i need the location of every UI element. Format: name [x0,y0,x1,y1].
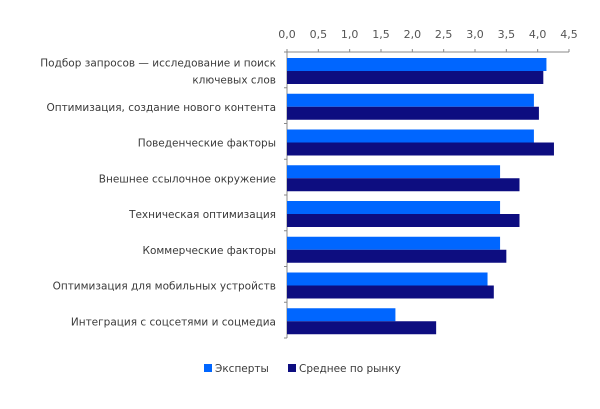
bar-experts [287,93,534,107]
bar-experts [287,236,501,250]
x-tick-label: 3,0 [466,28,484,41]
bar-market [287,285,494,299]
x-tick-label: 4,0 [529,28,547,41]
category-label: Поведенческие факторы [138,138,276,150]
category-label: Коммерческие факторы [143,245,277,257]
bar-experts [287,272,488,286]
bar-experts [287,165,501,179]
bar-experts [287,129,534,143]
legend-label: Эксперты [215,363,269,375]
legend-swatch [204,364,212,372]
category-label: Подбор запросов — исследование и поиск [40,58,276,70]
bar-experts [287,201,501,214]
bar-experts [287,308,396,322]
bar-market [287,106,539,120]
x-tick-label: 1,5 [372,28,390,41]
legend-label: Среднее по рынку [299,363,401,375]
bar-market [287,178,520,192]
bar-market [287,214,520,227]
x-tick-label: 0,0 [278,28,296,41]
bar-market [287,249,507,263]
bar-market [287,321,437,335]
category-label: Оптимизация, создание нового контента [46,102,276,114]
x-tick-label: 4,5 [560,28,578,41]
x-tick-label: 2,5 [435,28,453,41]
category-label: Оптимизация для мобильных устройств [53,281,276,293]
bar-market [287,142,554,156]
x-tick-label: 2,0 [404,28,422,41]
bar-market [287,71,544,84]
legend-swatch [288,364,296,372]
x-tick-label: 1,0 [341,28,359,41]
category-label: Внешнее ссылочное окружение [99,173,276,185]
x-tick-label: 0,5 [310,28,328,41]
category-label: ключевых слов [192,75,276,87]
category-label: Интеграция с соцсетями и соцмедиа [71,316,276,328]
category-label: Техническая оптимизация [128,209,276,221]
bar-experts [287,58,547,71]
x-tick-label: 3,5 [498,28,516,41]
